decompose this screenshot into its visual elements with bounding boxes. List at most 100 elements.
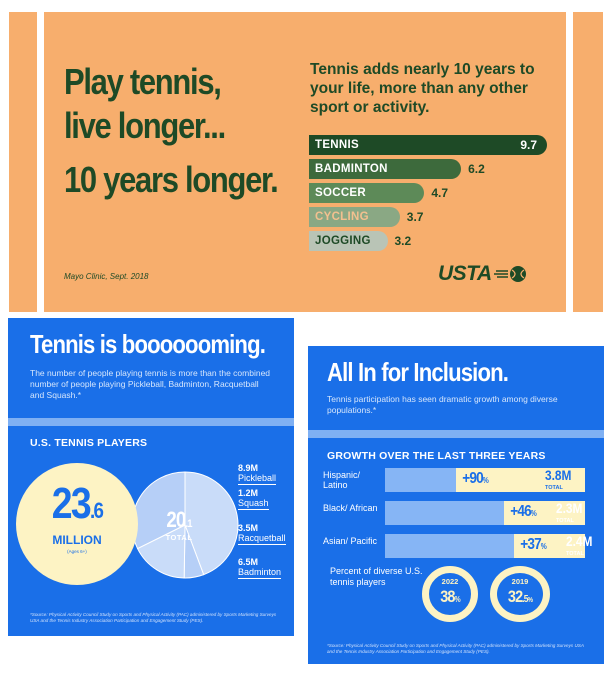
growth-group-label: Hispanic/ Latino [323, 470, 361, 490]
growth-total: 2.4M TOTAL [566, 533, 597, 560]
panel-gap-right [566, 12, 573, 312]
booming-text-mark: * [77, 390, 82, 400]
bar-value: 9.7 [520, 138, 537, 152]
tennis-players-circle: 23.6 MILLION (Ages 6+) [16, 463, 138, 585]
tennis-ball-icon [493, 266, 526, 282]
growth-total: 2.3M TOTAL [556, 500, 587, 527]
pie-slice-racquetball [136, 524, 186, 579]
ring-2022: 2022 38% [422, 566, 478, 622]
sport-squash: 1.2M Squash [238, 488, 269, 510]
growth-bar-fill [514, 534, 585, 558]
booming-title: Tennis is booooooming. [30, 329, 266, 359]
tennis-players-value: 23.6 [25, 479, 129, 529]
section-divider [8, 418, 294, 426]
usta-logo-text: USTA [438, 262, 492, 285]
sport-value: 6.5M [238, 557, 259, 567]
bar-label: SOCCER [315, 187, 367, 199]
bar-label: JOGGING [315, 235, 371, 247]
bar-value: 3.7 [406, 210, 424, 224]
bar-label: TENNIS [315, 139, 359, 151]
growth-total: 3.8M TOTAL [545, 467, 576, 494]
subhead: Tennis adds nearly 10 years to your life… [310, 61, 535, 116]
ring-value: 38% [432, 587, 468, 607]
bar-cycling: CYCLING 3.7 [309, 207, 423, 227]
growth-percent-sign: % [482, 476, 489, 485]
inclusion-title: All In for Inclusion. [327, 357, 509, 387]
growth-percent-number: +37 [520, 536, 541, 553]
sport-pickleball: 8.9M Pickleball [238, 463, 277, 485]
growth-percent-sign: % [540, 542, 547, 551]
growth-percent: +37% [520, 536, 547, 554]
total-integer: 20 [166, 507, 186, 532]
growth-total-label: TOTAL [556, 518, 574, 524]
ring-value-decimal: .5 [522, 594, 528, 605]
tennis-players-decimal: .6 [90, 498, 104, 523]
ring-value-unit: % [527, 597, 533, 604]
lifespan-bar-chart: TENNIS 9.7 BADMINTON 6.2 SOCCER 4.7 CYCLING 3.7… [309, 135, 547, 255]
panel-gap-left [37, 12, 44, 312]
sport-badminton: 6.5M Badminton [238, 557, 282, 579]
bar-value: 4.7 [431, 186, 448, 200]
ring-year: 2022 [441, 577, 459, 586]
sport-name: Pickleball [238, 473, 277, 485]
percent-diverse-label: Percent of diverse U.S. tennis players [330, 566, 423, 587]
tennis-players-integer: 23 [51, 479, 92, 528]
growth-total-label: TOTAL [566, 551, 584, 557]
inclusion-footnote: *Source: Physical Activity Council Study… [327, 643, 584, 654]
growth-group-label: Black/ African [323, 503, 378, 513]
headline-line-2: live longer... [64, 105, 226, 146]
other-sports-pie [131, 471, 239, 579]
sport-value: 8.9M [238, 463, 259, 473]
ring-value-number: 32 [507, 587, 523, 606]
growth-percent-number: +90 [462, 470, 483, 487]
ring-2019: 2019 32.5% [490, 566, 550, 622]
bar-value: 6.2 [468, 162, 485, 176]
inclusion-text-body: Tennis participation has seen dramatic g… [327, 394, 558, 415]
growth-percent: +46% [510, 503, 537, 521]
sport-value: 1.2M [238, 488, 259, 498]
inclusion-text-mark: * [372, 405, 377, 415]
growth-total-value: 2.4M [566, 533, 593, 549]
headline-line-1: Play tennis, [64, 61, 222, 102]
sport-value: 3.5M [238, 523, 259, 533]
sport-name: Racquetball [238, 533, 286, 545]
bar-soccer: SOCCER 4.7 [309, 183, 448, 203]
bar-tennis: TENNIS 9.7 [309, 135, 547, 155]
bar-badminton: BADMINTON 6.2 [309, 159, 485, 179]
ring-value-unit: % [454, 595, 461, 604]
sport-racquetball: 3.5M Racquetball [238, 523, 286, 545]
us-players-heading: U.S. TENNIS PLAYERS [30, 437, 148, 449]
growth-bar-fill [504, 501, 585, 525]
bar-value: 3.2 [394, 234, 412, 248]
bar-jogging: JOGGING 3.2 [309, 231, 411, 251]
growth-percent: +90% [462, 470, 489, 488]
tennis-players-unit: MILLION [52, 533, 102, 547]
other-sports-total-label: TOTAL [165, 533, 193, 542]
total-decimal: .1 [185, 518, 192, 530]
bar-label: CYCLING [315, 211, 369, 223]
other-sports-total-value: 20.1 [154, 507, 203, 533]
headline-line-3: 10 years longer. [64, 159, 279, 200]
usta-logo: USTA [438, 262, 528, 286]
growth-total-label: TOTAL [545, 485, 563, 491]
ring-value: 32.5% [500, 587, 539, 607]
booming-footnote: *Source: Physical Activity Council Study… [30, 612, 277, 623]
bar-label: BADMINTON [315, 163, 388, 175]
headline: Play tennis, live longer... 10 years lon… [64, 60, 279, 202]
growth-group-label: Asian/ Pacific [323, 536, 378, 546]
growth-percent-number: +46 [510, 503, 531, 520]
growth-percent-sign: % [530, 509, 537, 518]
sport-name: Squash [238, 498, 269, 510]
section-divider [308, 430, 604, 438]
growth-total-value: 3.8M [545, 467, 572, 483]
booming-text: The number of people playing tennis is m… [30, 368, 275, 401]
pie-slice-pickleball [184, 471, 239, 576]
other-sports-total: 20.1 TOTAL [150, 507, 208, 542]
growth-heading: GROWTH OVER THE LAST THREE YEARS [327, 450, 546, 462]
booming-text-body: The number of people playing tennis is m… [30, 368, 271, 400]
growth-total-value: 2.3M [556, 500, 583, 516]
inclusion-text: Tennis participation has seen dramatic g… [327, 394, 582, 416]
sport-name: Badminton [238, 567, 282, 579]
ring-value-number: 38 [440, 587, 455, 606]
growth-bar-fill [456, 468, 585, 492]
